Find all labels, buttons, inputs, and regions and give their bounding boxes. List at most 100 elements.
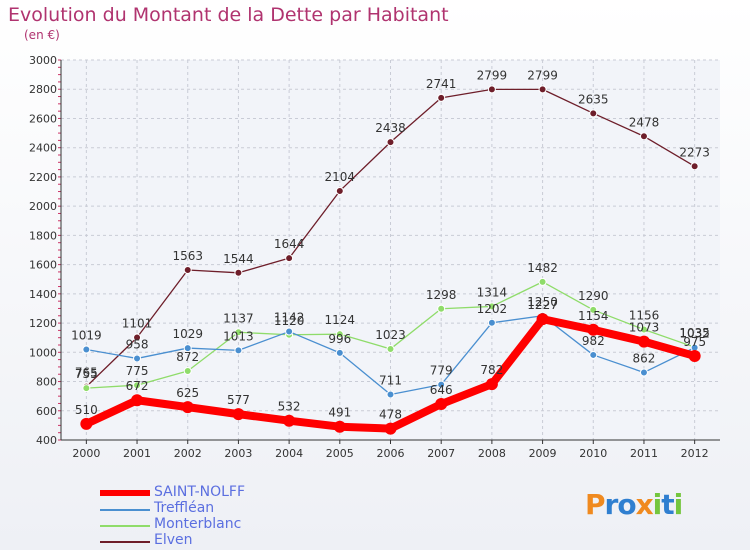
data-point-elven [183, 266, 192, 275]
data-label-saint-nolff: 532 [278, 400, 301, 414]
data-point-monterblanc [538, 277, 547, 286]
data-point-saint-nolff [587, 323, 600, 336]
data-label-elven: 2635 [578, 92, 609, 106]
data-label-saint-nolff: 625 [176, 386, 199, 400]
data-label-monterblanc: 1482 [527, 261, 558, 275]
x-tick-label: 2004 [275, 447, 303, 460]
data-label-saint-nolff: 1154 [578, 309, 609, 323]
data-label-trefflean: 779 [430, 364, 453, 378]
x-tick-label: 2007 [427, 447, 455, 460]
data-label-monterblanc: 1120 [274, 314, 305, 328]
data-point-trefflean [133, 354, 142, 363]
data-point-monterblanc [437, 304, 446, 313]
x-tick-label: 2005 [326, 447, 354, 460]
x-tick-label: 2012 [681, 447, 709, 460]
data-point-elven [285, 254, 294, 263]
y-tick-label: 800 [36, 376, 57, 389]
x-tick-label: 2001 [123, 447, 151, 460]
data-point-saint-nolff [637, 335, 650, 348]
data-point-elven [639, 132, 648, 141]
data-point-elven [437, 93, 446, 102]
data-point-elven [386, 138, 395, 147]
data-label-saint-nolff: 491 [328, 406, 351, 420]
legend-label-elven: Elven [154, 532, 193, 548]
data-point-trefflean [285, 327, 294, 336]
data-label-trefflean: 1019 [71, 329, 102, 343]
y-tick-label: 3000 [29, 54, 57, 67]
x-tick-label: 2000 [72, 447, 100, 460]
data-point-trefflean [183, 344, 192, 353]
data-label-elven: 2478 [629, 115, 660, 129]
data-point-monterblanc [133, 381, 142, 390]
data-label-monterblanc: 755 [75, 367, 98, 381]
data-point-monterblanc [234, 328, 243, 337]
data-label-monterblanc: 1290 [578, 289, 609, 303]
data-label-trefflean: 1202 [477, 302, 508, 316]
legend-label-saint-nolff: SAINT-NOLFF [154, 484, 246, 500]
y-tick-label: 2000 [29, 200, 57, 213]
legend-swatch-saint-nolff [100, 490, 150, 496]
y-tick-label: 1000 [29, 346, 57, 359]
data-label-monterblanc: 872 [176, 350, 199, 364]
data-label-monterblanc: 1124 [325, 313, 356, 327]
data-label-monterblanc: 1137 [223, 311, 254, 325]
data-label-trefflean: 982 [582, 334, 605, 348]
data-label-elven: 1644 [274, 237, 305, 251]
data-label-elven: 2741 [426, 77, 457, 91]
logo-letter: i [673, 488, 684, 521]
data-point-elven [589, 109, 598, 118]
proxiti-logo: Proxiti [585, 488, 684, 521]
data-point-saint-nolff [485, 378, 498, 391]
data-label-trefflean: 958 [126, 337, 149, 351]
data-point-trefflean [386, 390, 395, 399]
data-label-elven: 765 [75, 366, 98, 380]
legend-label-trefflean: Treffléan [154, 500, 215, 516]
data-label-saint-nolff: 782 [480, 363, 503, 377]
data-point-elven [133, 333, 142, 342]
data-label-saint-nolff: 672 [126, 379, 149, 393]
data-point-trefflean [437, 380, 446, 389]
data-point-monterblanc [639, 325, 648, 334]
data-point-trefflean [639, 368, 648, 377]
data-point-saint-nolff [384, 422, 397, 435]
data-label-elven: 1101 [122, 317, 153, 331]
data-label-saint-nolff: 1227 [527, 298, 558, 312]
data-label-saint-nolff: 646 [430, 383, 453, 397]
legend-label-monterblanc: Monterblanc [154, 516, 242, 532]
data-label-trefflean: 1013 [223, 329, 254, 343]
data-point-trefflean [589, 350, 598, 359]
y-tick-label: 1600 [29, 259, 57, 272]
data-label-saint-nolff: 510 [75, 403, 98, 417]
data-label-trefflean: 996 [328, 332, 351, 346]
data-point-elven [538, 85, 547, 94]
y-tick-label: 600 [36, 405, 57, 418]
y-tick-label: 1800 [29, 229, 57, 242]
data-label-elven: 2438 [375, 121, 406, 135]
data-label-saint-nolff: 478 [379, 408, 402, 422]
data-point-elven [487, 85, 496, 94]
x-tick-label: 2008 [478, 447, 506, 460]
data-point-saint-nolff [80, 417, 93, 430]
data-point-monterblanc [82, 384, 91, 393]
data-label-elven: 1563 [172, 249, 203, 263]
plot-area [61, 60, 720, 440]
data-label-monterblanc: 1023 [375, 328, 406, 342]
data-label-monterblanc: 775 [126, 364, 149, 378]
y-tick-label: 1400 [29, 288, 57, 301]
data-label-monterblanc: 1035 [679, 326, 710, 340]
data-point-saint-nolff [181, 401, 194, 414]
chart-title: Evolution du Montant de la Dette par Hab… [8, 4, 449, 26]
data-point-saint-nolff [232, 408, 245, 421]
data-point-trefflean [82, 345, 91, 354]
logo-letter: i [652, 488, 663, 521]
data-point-saint-nolff [688, 349, 701, 362]
y-tick-label: 2800 [29, 83, 57, 96]
data-point-monterblanc [589, 305, 598, 314]
data-label-monterblanc: 1314 [477, 285, 508, 299]
data-label-trefflean: 1250 [527, 295, 558, 309]
x-tick-label: 2006 [377, 447, 405, 460]
data-label-trefflean: 1142 [274, 311, 305, 325]
legend-swatch-elven [100, 541, 150, 543]
x-tick-label: 2011 [630, 447, 658, 460]
